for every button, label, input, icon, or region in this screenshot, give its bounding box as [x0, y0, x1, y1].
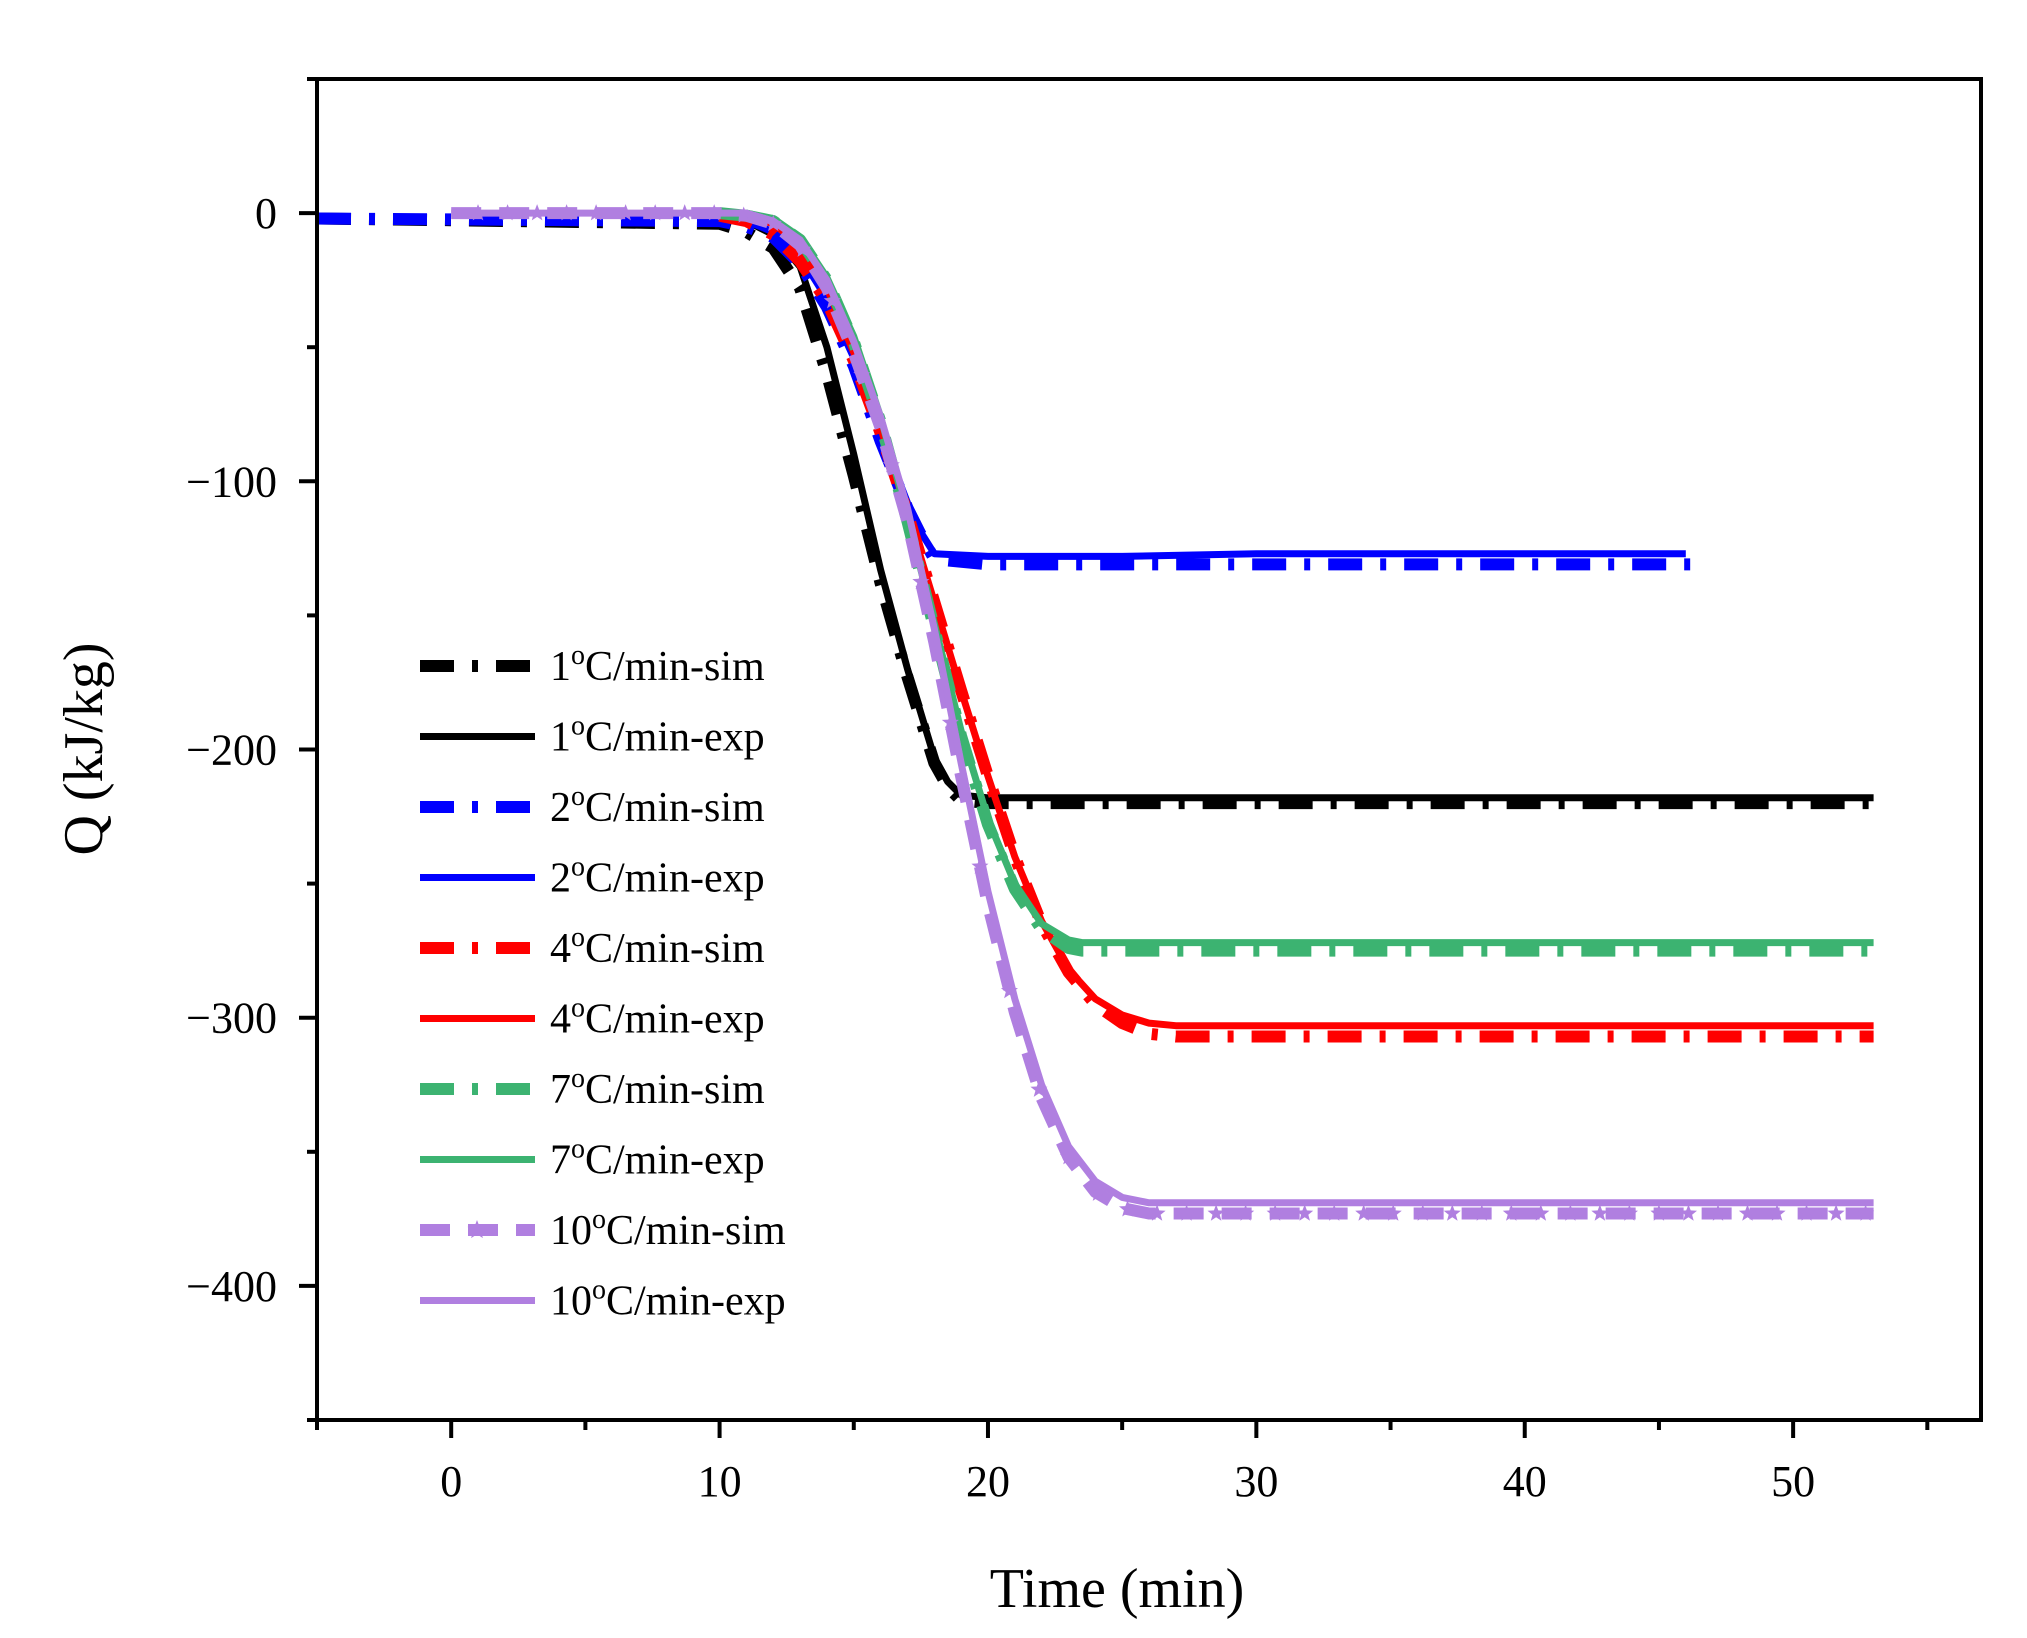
star-marker	[1473, 1204, 1491, 1221]
x-tick-label: 10	[698, 1457, 742, 1506]
x-axis-title: Time (min)	[990, 1558, 1245, 1620]
star-marker	[1266, 1204, 1284, 1221]
y-tick-label: −400	[186, 1262, 277, 1311]
star-marker	[1414, 1204, 1432, 1221]
star-marker	[1798, 1204, 1816, 1221]
plot-series	[316, 204, 1875, 1221]
series-line-8	[719, 209, 1874, 947]
legend-label: 10oC/min-exp	[550, 1275, 786, 1325]
legend-label: 10oC/min-sim	[550, 1204, 786, 1254]
legend-label: 2oC/min-sim	[550, 781, 765, 831]
y-tick-label: −100	[186, 457, 277, 506]
star-marker	[1827, 1204, 1845, 1221]
star-marker	[1207, 1204, 1225, 1221]
y-tick-label: −300	[186, 994, 277, 1043]
legend-label: 4oC/min-exp	[550, 993, 765, 1043]
legend-label: 1oC/min-exp	[550, 711, 765, 761]
legend-label: 4oC/min-sim	[550, 922, 765, 972]
star-marker	[1384, 1204, 1402, 1221]
star-marker	[1679, 1204, 1697, 1221]
x-tick-label: 40	[1503, 1457, 1547, 1506]
x-tick-label: 20	[966, 1457, 1010, 1506]
x-tick-label: 50	[1771, 1457, 1815, 1506]
star-marker	[1650, 1204, 1668, 1221]
star-marker	[1591, 1204, 1609, 1221]
star-marker	[1857, 1204, 1875, 1221]
star-marker	[1089, 1184, 1107, 1201]
star-marker	[1768, 1204, 1786, 1221]
y-tick-label: 0	[255, 189, 277, 238]
star-marker	[1148, 1204, 1166, 1221]
series-line-3	[316, 212, 1700, 571]
series-line-1	[316, 212, 1874, 810]
star-marker	[1532, 1204, 1550, 1221]
star-marker	[1502, 1204, 1520, 1221]
star-marker	[1561, 1204, 1579, 1221]
series-line-2	[718, 212, 1874, 802]
star-marker	[1059, 1148, 1077, 1165]
y-axis-title: Q (kJ/kg)	[53, 642, 115, 855]
star-marker	[1237, 1204, 1255, 1221]
star-marker	[1738, 1204, 1757, 1221]
star-marker	[1178, 1204, 1196, 1221]
legend-label: 2oC/min-exp	[550, 852, 765, 902]
legend: 1oC/min-sim 1oC/min-exp 2oC/min-sim 2oC/min…	[420, 640, 786, 1325]
legend-star	[467, 1220, 487, 1239]
y-tick-label: −200	[186, 726, 277, 775]
star-marker	[1443, 1204, 1461, 1221]
axis-ticks: 0 10 20 30 40 50 0 −100 −200 −300 −400	[186, 77, 1930, 1506]
star-marker	[1709, 1204, 1727, 1221]
legend-label: 1oC/min-sim	[550, 640, 765, 690]
star-marker	[1355, 1204, 1373, 1221]
series-line-7	[718, 207, 1874, 957]
star-marker	[1620, 1204, 1638, 1221]
x-tick-label: 30	[1234, 1457, 1278, 1506]
legend-label: 7oC/min-exp	[550, 1134, 765, 1184]
series-line-10	[451, 209, 1874, 1207]
star-marker	[1296, 1204, 1314, 1221]
x-tick-label: 0	[440, 1457, 462, 1506]
star-marker	[1030, 1080, 1048, 1097]
legend-label: 7oC/min-sim	[550, 1063, 765, 1113]
star-marker	[1119, 1200, 1137, 1217]
series-line-9	[451, 207, 1874, 1220]
star-marker	[1325, 1204, 1343, 1221]
